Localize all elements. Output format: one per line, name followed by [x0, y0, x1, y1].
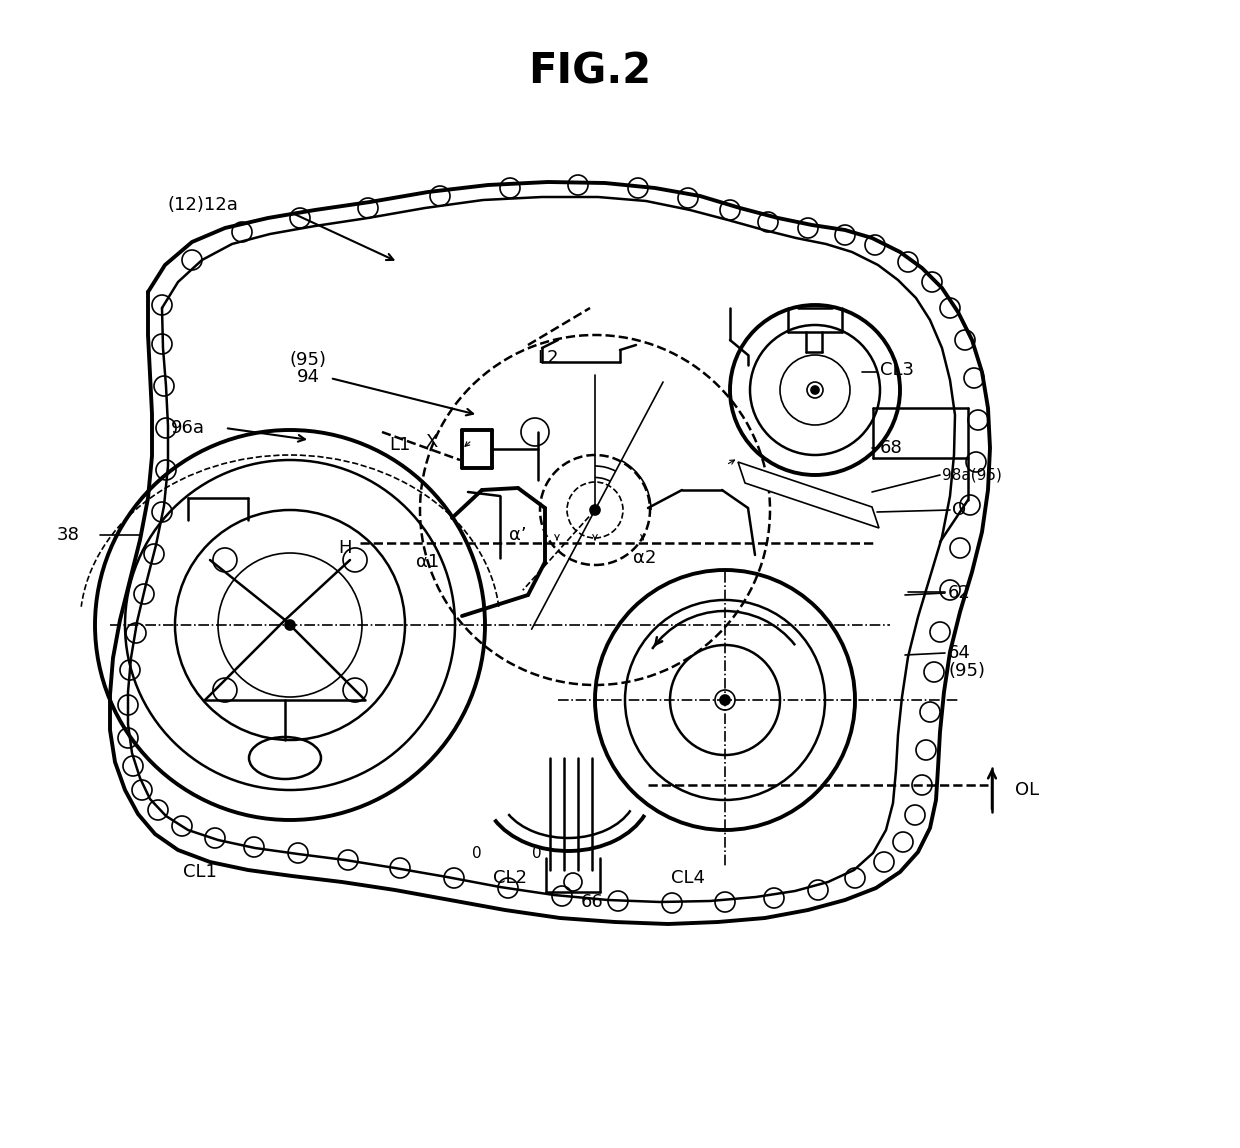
Circle shape	[590, 505, 600, 515]
Text: 0: 0	[532, 845, 542, 861]
Text: α1: α1	[417, 553, 440, 571]
Text: 66: 66	[580, 893, 604, 912]
Circle shape	[285, 620, 295, 630]
Text: L2: L2	[537, 349, 559, 367]
Text: 68: 68	[880, 439, 903, 457]
Text: X: X	[425, 433, 438, 451]
Text: FIG.2: FIG.2	[528, 51, 651, 93]
Text: L1: L1	[389, 436, 410, 453]
Polygon shape	[738, 461, 879, 528]
Text: 98a(95): 98a(95)	[942, 467, 1002, 482]
Text: (12)12a: (12)12a	[167, 196, 238, 214]
Text: 94: 94	[296, 369, 320, 386]
Text: OL: OL	[1016, 781, 1039, 799]
Circle shape	[720, 695, 730, 705]
Text: α’: α’	[510, 526, 527, 544]
Text: H: H	[339, 540, 352, 557]
Text: (95): (95)	[289, 351, 326, 369]
Text: CL3: CL3	[880, 360, 914, 379]
Text: (95): (95)	[949, 662, 985, 680]
Text: CL1: CL1	[184, 863, 217, 881]
Circle shape	[811, 386, 818, 394]
Text: CL4: CL4	[671, 869, 706, 887]
Text: 96a: 96a	[171, 419, 205, 437]
Text: O: O	[952, 501, 966, 519]
Text: α2: α2	[634, 549, 657, 567]
Text: 64: 64	[949, 644, 971, 662]
Text: 38: 38	[57, 526, 81, 544]
Text: CL2: CL2	[494, 869, 527, 887]
Text: 62: 62	[949, 584, 971, 602]
Text: 0: 0	[472, 845, 482, 861]
